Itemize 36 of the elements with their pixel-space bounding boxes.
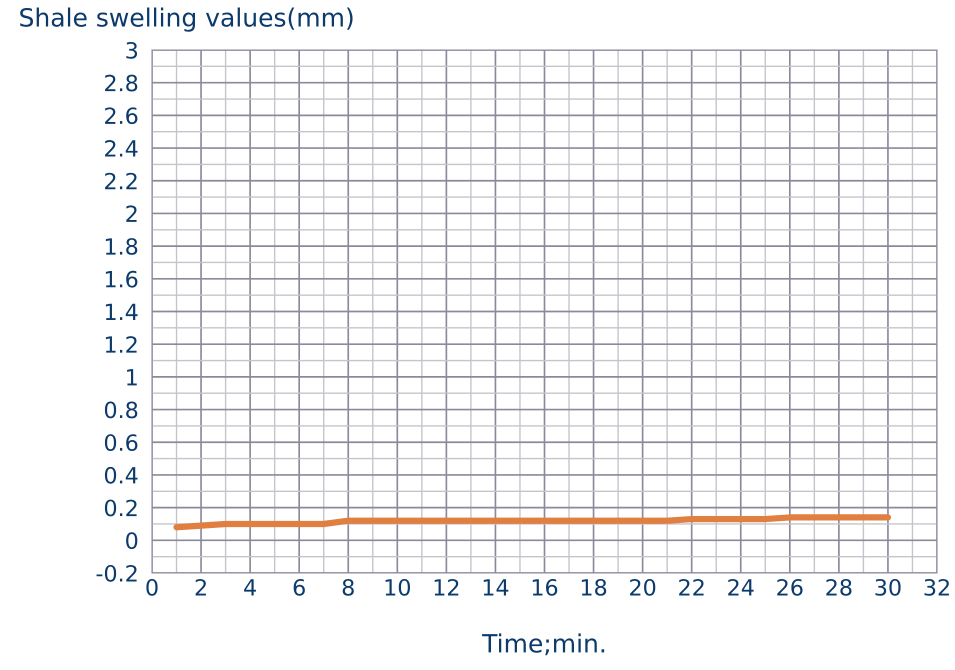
y-tick-label: 2.4 [105,140,138,157]
x-tick-label: 0 [146,578,158,596]
y-tick-label: 0 [126,532,138,550]
x-tick-label: 14 [484,579,508,596]
x-tick-label: 10 [386,578,410,596]
y-tick-label: 2.8 [105,74,138,92]
x-tick-label: 24 [728,578,754,596]
x-tick-label: 18 [582,578,606,596]
y-tick-label: 0.2 [104,500,137,516]
y-tick-label: 0.4 [104,466,138,484]
y-tick-label: 1.8 [106,238,138,255]
x-tick-label: 12 [434,578,458,596]
y-tick-label: 2.2 [105,172,137,190]
y-tick-label: 1.6 [106,270,138,288]
x-tick-label: 26 [777,578,803,596]
x-tick-label: 22 [679,578,704,596]
y-tick-label: 1 [127,369,137,386]
x-axis-title: Time;min. [482,633,604,656]
y-tick-label: 0.6 [104,434,138,452]
y-tick-label: 1.2 [106,336,137,353]
x-tick-label: 6 [294,578,305,596]
x-tick-label: 20 [630,578,656,596]
x-tick-label: 30 [875,578,901,596]
y-tick-label: -0.2 [96,564,137,582]
y-tick-label: 2.6 [105,107,138,124]
x-tick-label: 4 [244,579,256,596]
x-tick-label: 28 [826,578,852,596]
x-tick-label: 2 [196,578,206,596]
y-tick-label: 1.4 [106,304,138,320]
x-tick-label: 32 [924,578,949,596]
y-tick-label: 3 [126,42,138,59]
y-tick-label: 0.8 [104,402,138,418]
y-axis-title: Shale swelling values(mm) [20,8,353,32]
x-tick-label: 16 [532,578,558,596]
y-tick-label: 2 [126,205,137,222]
x-tick-label: 8 [342,578,354,596]
